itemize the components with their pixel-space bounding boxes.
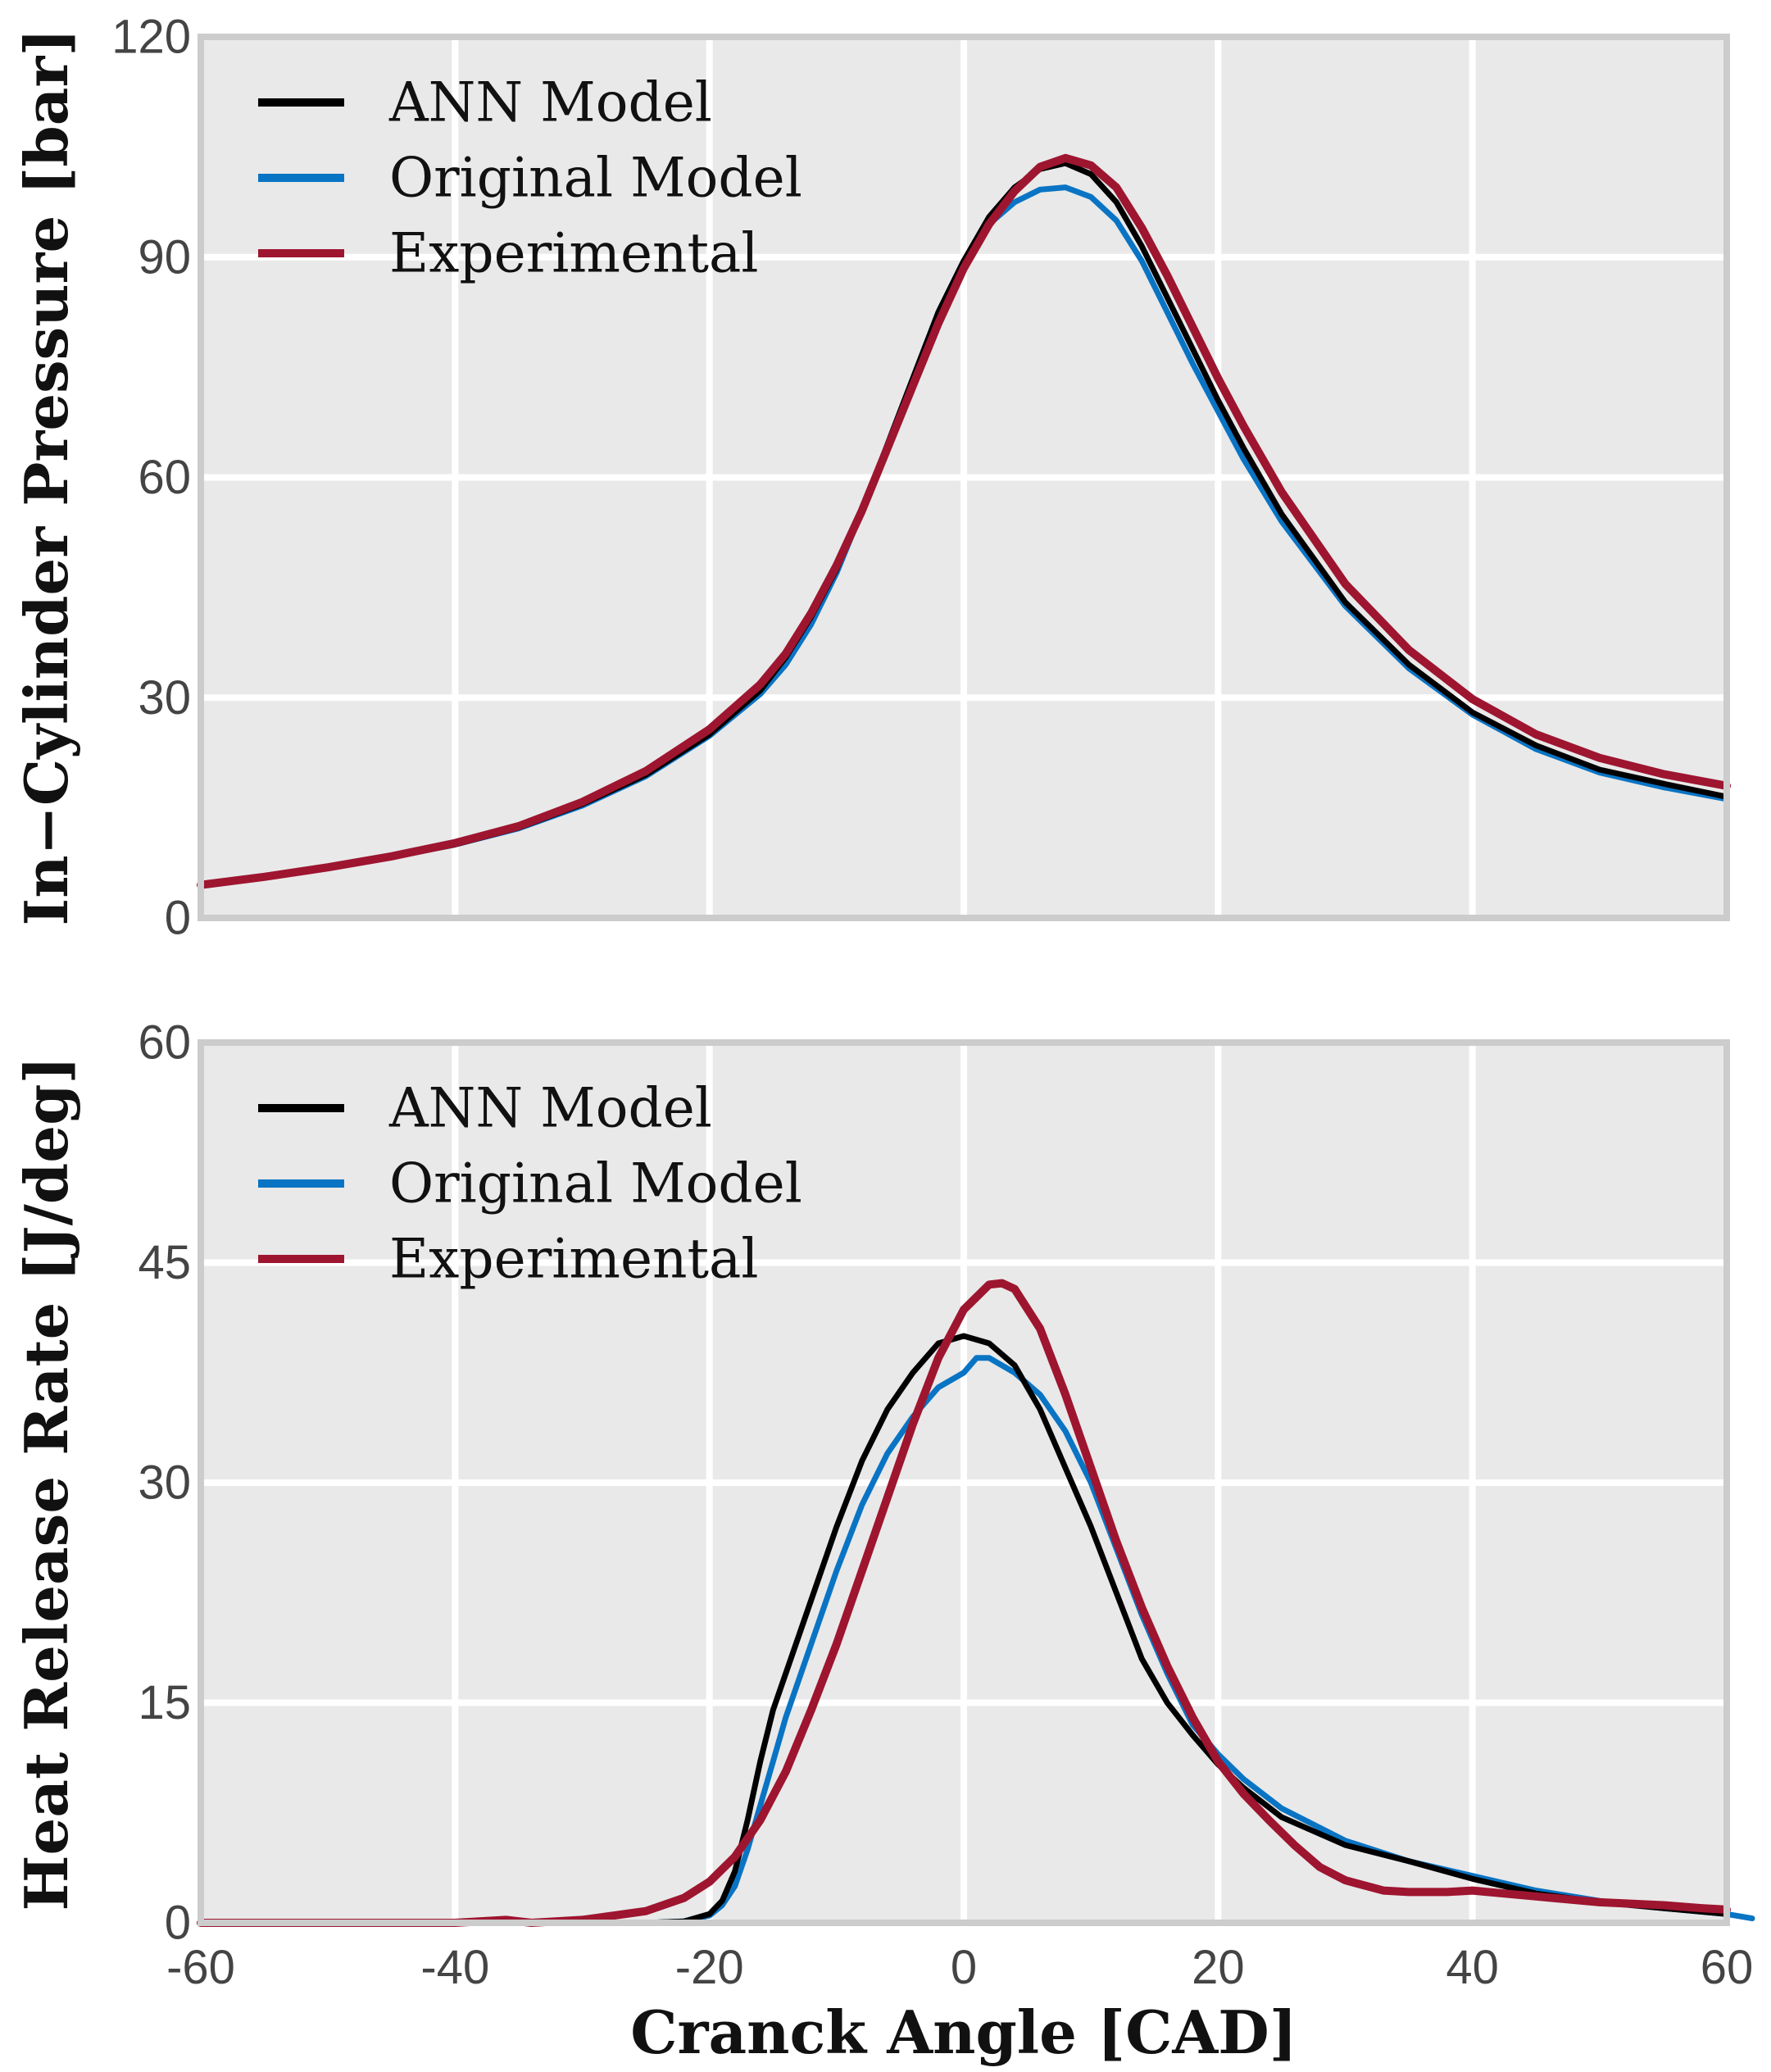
legend: ANN Model Original Model Experimental [258,1077,802,1291]
y-tick-label: 90 [138,230,191,284]
y-tick-label: 120 [111,11,191,64]
y-tick-label: 0 [165,892,191,945]
y-tick-label: 45 [138,1236,191,1289]
y-tick-label: 0 [165,1897,191,1950]
x-tick-label: 60 [1701,1941,1754,1994]
x-tick-label: -20 [675,1941,744,1994]
pressure-chart: 0 30 60 90 120 In−Cylinder Pressure [bar] AN… [11,11,1731,945]
y-tick-label: 30 [138,1456,191,1510]
y-axis-title: In−Cylinder Pressure [bar] [11,29,81,926]
series-lines [197,1279,1755,1927]
x-axis-title: Cranck Angle [CAD] [630,1997,1297,2067]
plot-frame [198,1039,1730,1926]
x-tick-labels: -60 -40 -20 0 20 40 60 [166,1941,1753,1994]
y-tick-labels: 0 30 60 90 120 [111,11,191,945]
y-tick-label: 60 [138,451,191,504]
series-lines [197,153,1731,889]
y-tick-label: 60 [138,1016,191,1070]
x-tick-label: -60 [166,1941,235,1994]
heat-release-chart: 0 15 30 45 60 -60 -40 -20 0 20 40 60 Heat Release … [11,1016,1755,2067]
x-tick-label: 40 [1446,1941,1499,1994]
y-tick-labels: 0 15 30 45 60 [138,1016,191,1950]
gridlines [201,1043,1727,1923]
legend-label: Experimental [389,222,759,285]
series-line-experimental [197,153,1731,889]
x-tick-label: -40 [420,1941,489,1994]
x-tick-label: 20 [1192,1941,1245,1994]
legend-label: ANN Model [388,71,712,134]
legend-label: Original Model [389,147,802,210]
x-tick-label: 0 [951,1941,977,1994]
y-tick-label: 30 [138,671,191,725]
y-axis-title: Heat Release Rate [J/deg] [11,1056,81,1911]
legend-label: ANN Model [388,1077,712,1140]
plot-frame [198,34,1730,921]
legend: ANN Model Original Model Experimental [258,71,802,285]
series-line-ann-model [198,1333,1730,1926]
legend-label: Original Model [389,1152,802,1215]
legend-label: Experimental [389,1228,759,1291]
y-tick-label: 15 [138,1676,191,1729]
series-line-experimental [197,1279,1731,1927]
